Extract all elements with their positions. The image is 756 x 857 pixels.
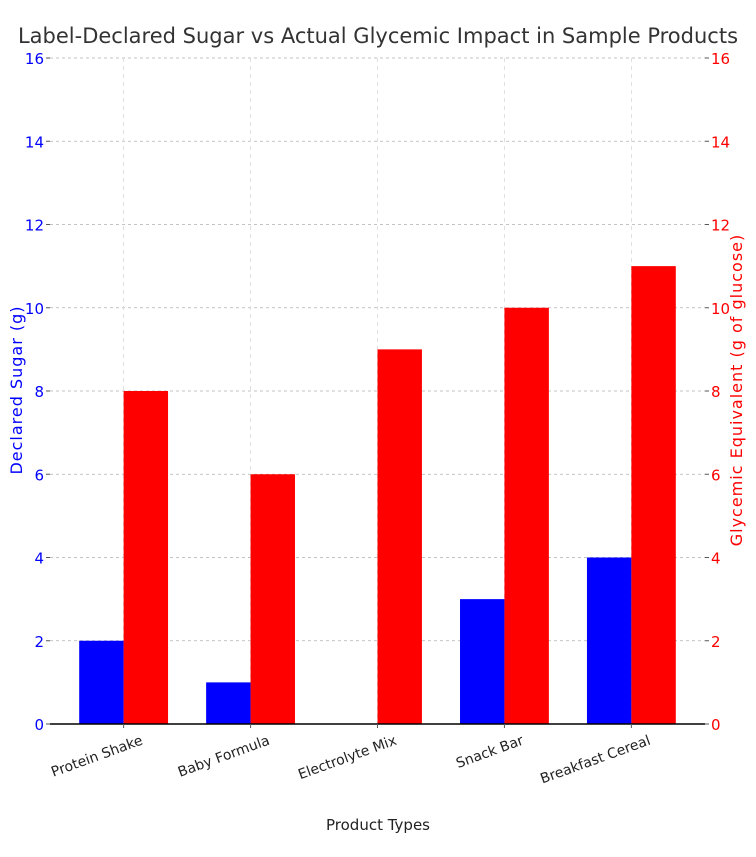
y-axis-left-ticks: 0 2 4 6 8 10 12 14 16 [25, 50, 50, 734]
y-tick-label-left-6: 12 [25, 217, 44, 235]
y-tick-label-right-6: 12 [711, 217, 730, 235]
chart-title: Label-Declared Sugar vs Actual Glycemic … [18, 24, 738, 48]
bar-declared-sugar-1 [206, 682, 251, 724]
x-tick-label-2: Electrolyte Mix [296, 733, 399, 783]
bar-glycemic-equivalent-0 [123, 391, 169, 724]
y-tick-label-right-1: 2 [711, 633, 721, 651]
y-tick-label-left-8: 16 [25, 50, 44, 68]
x-tick-label-3: Snack Bar [454, 733, 526, 772]
bar-declared-sugar-4 [586, 557, 632, 724]
x-tick-label-1: Baby Formula [176, 733, 272, 781]
y-axis-right-ticks: 0 2 4 6 8 10 12 14 16 [705, 50, 730, 734]
y-axis-title-left: Declared Sugar (g) [7, 305, 26, 474]
y-tick-label-right-4: 8 [711, 383, 721, 401]
bars [79, 266, 676, 724]
x-axis-title: Product Types [326, 816, 430, 834]
y-tick-label-right-7: 14 [711, 133, 730, 151]
y-tick-label-right-5: 10 [711, 300, 730, 318]
y-axis-title-right: Glycemic Equivalent (g of glucose) [727, 234, 746, 547]
x-tick-label-0: Protein Shake [49, 733, 145, 781]
x-axis-ticks: Protein Shake Baby Formula Electrolyte Mix… [49, 724, 653, 787]
bar-glycemic-equivalent-2 [377, 349, 422, 724]
y-tick-label-left-3: 6 [34, 466, 44, 484]
y-tick-label-left-1: 2 [34, 633, 44, 651]
y-tick-label-left-0: 0 [34, 716, 44, 734]
y-tick-label-left-7: 14 [25, 133, 44, 151]
bar-glycemic-equivalent-1 [250, 474, 295, 724]
bar-glycemic-equivalent-4 [631, 266, 676, 724]
x-tick-label-4: Breakfast Cereal [538, 733, 652, 788]
bar-glycemic-equivalent-3 [504, 307, 549, 724]
y-tick-label-left-4: 8 [34, 383, 44, 401]
y-tick-label-left-2: 4 [34, 550, 44, 568]
bar-declared-sugar-0 [79, 640, 124, 724]
y-tick-label-right-0: 0 [711, 716, 721, 734]
y-tick-label-left-5: 10 [25, 300, 44, 318]
y-tick-label-right-8: 16 [711, 50, 730, 68]
y-tick-label-right-3: 6 [711, 466, 721, 484]
y-tick-label-right-2: 4 [711, 550, 721, 568]
bar-declared-sugar-3 [460, 599, 505, 724]
